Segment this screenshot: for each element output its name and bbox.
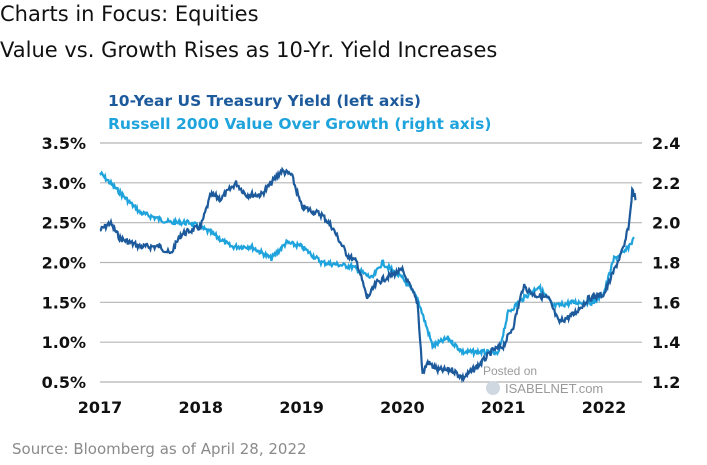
source-note: Source: Bloomberg as of April 28, 2022 xyxy=(12,440,307,458)
y-right-tick-label: 2.4 xyxy=(652,134,680,153)
y-left-tick-label: 0.5% xyxy=(42,373,86,392)
watermark-posted-on: Posted on xyxy=(483,364,537,378)
y-right-tick-label: 1.2 xyxy=(652,373,680,392)
y-right-tick-label: 2.2 xyxy=(652,174,680,193)
x-tick-label: 2017 xyxy=(78,398,123,417)
watermark-globe-icon xyxy=(486,381,500,395)
x-tick-label: 2019 xyxy=(279,398,324,417)
x-tick-label: 2021 xyxy=(481,398,526,417)
y-right-tick-label: 1.6 xyxy=(652,293,680,312)
series-line-treasury-yield xyxy=(99,166,637,384)
y-right-tick-label: 1.4 xyxy=(652,333,680,352)
chart-subtitle: Value vs. Growth Rises as 10-Yr. Yield I… xyxy=(0,38,498,62)
legend-ratio: Russell 2000 Value Over Growth (right ax… xyxy=(108,115,492,133)
y-left-tick-label: 2.0% xyxy=(42,254,86,273)
y-right-tick-label: 1.8 xyxy=(652,254,680,273)
x-tick-label: 2018 xyxy=(179,398,224,417)
y-left-tick-label: 2.5% xyxy=(42,214,86,233)
y-left-tick-label: 1.0% xyxy=(42,333,86,352)
legend-yield: 10-Year US Treasury Yield (left axis) xyxy=(108,92,421,110)
x-tick-label: 2020 xyxy=(380,398,425,417)
y-left-tick-label: 3.5% xyxy=(42,134,86,153)
series-line-value-over-growth xyxy=(99,170,635,359)
y-right-tick-label: 2.0 xyxy=(652,214,680,233)
x-tick-label: 2022 xyxy=(582,398,627,417)
y-left-tick-label: 3.0% xyxy=(42,174,86,193)
chart-title: Charts in Focus: Equities xyxy=(0,2,259,26)
y-left-tick-label: 1.5% xyxy=(42,293,86,312)
watermark-site: ISABELNET.com xyxy=(505,381,603,396)
